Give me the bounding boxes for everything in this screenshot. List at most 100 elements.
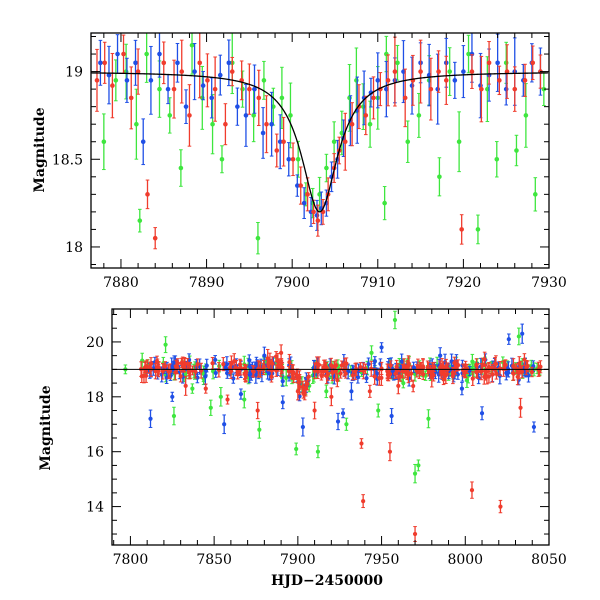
top-panel-red-point: [187, 113, 192, 118]
bottom-panel-blue-outlier: [195, 375, 200, 380]
bottom-panel-red-point: [401, 363, 407, 368]
bottom-panel-red-point: [269, 374, 274, 379]
bottom-panel-green-outlier: [315, 449, 321, 454]
top-panel-red-point: [197, 60, 203, 66]
bottom-panel-red-point: [178, 374, 183, 379]
bottom-panel-plot-area: [112, 310, 549, 542]
bottom-panel-blue-outlier: [506, 337, 511, 342]
bottom-panel-red-outlier: [265, 356, 270, 361]
top-panel-green-point: [360, 104, 366, 109]
top-panel-green-point: [437, 174, 442, 180]
top-panel-blue-point: [368, 90, 374, 95]
top-panel-green-point: [144, 51, 149, 57]
top-panel-red-point: [497, 78, 502, 83]
bottom-panel-red-point: [301, 390, 306, 395]
bottom-panel-blue-point: [526, 373, 531, 378]
bottom-panel-red-point: [182, 365, 187, 370]
top-panel-blue-point: [165, 86, 171, 92]
bottom-panel-green-point: [470, 359, 475, 364]
bottom-panel-blue-outlier: [349, 389, 354, 394]
top-panel-xtick-label: 7900: [274, 275, 310, 291]
bottom-panel-red-point: [343, 371, 348, 376]
top-panel-green-point: [416, 113, 422, 118]
top-panel-red-point: [135, 69, 141, 74]
bottom-panel-red-point: [480, 362, 485, 367]
bottom-panel-green-outlier: [208, 405, 213, 410]
bottom-panel-red-point: [358, 364, 363, 370]
bottom-panel-frame: [111, 308, 550, 546]
top-panel-red-point: [256, 95, 262, 101]
top-panel-green-point: [219, 156, 225, 162]
top-panel-blue-point: [98, 60, 103, 66]
bottom-panel-ytick-label: 20: [86, 335, 104, 351]
bottom-panel-blue-point: [280, 379, 285, 384]
bottom-panel-red-point: [228, 369, 234, 374]
bottom-panel-red-point: [369, 366, 374, 371]
bottom-panel-red-point: [522, 357, 527, 362]
top-panel-blue-point: [175, 60, 180, 66]
top-panel-red-point: [486, 60, 492, 66]
bottom-panel-red-outlier: [232, 359, 237, 364]
bottom-panel-blue-point: [355, 375, 360, 380]
bottom-panel-red-point: [387, 371, 393, 377]
bottom-panel-xtick-label: 7950: [364, 552, 400, 568]
top-panel-blue-point: [435, 86, 441, 92]
top-panel-blue-point: [252, 86, 257, 92]
top-panel-blue-point: [295, 183, 300, 188]
top-panel-red-point: [392, 69, 398, 74]
top-panel-red-point: [418, 69, 423, 74]
bottom-panel-xtick-label: 7800: [113, 552, 149, 568]
bottom-panel-red-point: [139, 374, 144, 379]
bottom-panel-red-point: [143, 373, 149, 378]
top-panel-green-point: [157, 86, 162, 92]
bottom-panel-xtick-label: 8000: [447, 552, 483, 568]
bottom-panel-red-point: [439, 364, 445, 369]
bottom-panel-blue-point: [411, 365, 416, 370]
top-panel-green-point: [367, 121, 373, 127]
top-panel-blue-point: [106, 72, 112, 78]
top-panel-blue-point: [183, 104, 189, 109]
bottom-panel-green-outlier: [369, 350, 374, 356]
top-panel-frame: [90, 32, 550, 269]
bottom-panel-red-point: [193, 369, 198, 374]
top-panel-green-point: [466, 51, 471, 57]
top-panel-red-point: [363, 113, 369, 118]
bottom-panel-blue-point: [247, 363, 252, 369]
top-panel-red-point: [274, 148, 280, 153]
bottom-panel-red-point: [238, 365, 243, 370]
top-panel-red-point: [530, 60, 536, 66]
bottom-panel-blue-outlier: [520, 331, 525, 336]
bottom-panel-red-point: [316, 362, 322, 367]
bottom-panel-red-point: [163, 364, 168, 369]
bottom-panel-red-outlier: [498, 504, 503, 509]
top-panel-xtick-label: 7890: [189, 275, 225, 291]
bottom-panel-blue-outlier: [170, 394, 175, 399]
top-panel-green-point: [382, 200, 387, 206]
top-panel-green-point: [279, 95, 285, 101]
top-panel-red-point: [247, 86, 252, 92]
top-panel-blue-point: [260, 130, 266, 136]
top-panel-green-point: [288, 113, 293, 118]
top-panel-red-point: [102, 60, 107, 66]
bottom-panel-blue-outlier: [280, 400, 285, 405]
bottom-panel-red-point: [287, 360, 292, 365]
bottom-panel-red-point: [330, 370, 335, 375]
top-panel-xtick-label: 7880: [103, 275, 139, 291]
bottom-panel-red-point: [333, 369, 338, 374]
top-panel-red-point: [171, 86, 177, 92]
bottom-panel-red-point: [187, 370, 192, 375]
top-panel-red-point: [428, 86, 434, 92]
bottom-panel-red-outlier: [225, 397, 230, 402]
top-panel-blue-point: [469, 51, 475, 57]
bottom-panel-red-point: [470, 376, 475, 381]
top-panel-green-point: [514, 148, 519, 153]
bottom-panel-red-point: [250, 368, 256, 374]
bottom-panel-blue-outlier: [479, 411, 485, 416]
bottom-panel-blue-point: [204, 363, 209, 368]
top-panel-red-point: [402, 95, 408, 101]
bottom-panel-blue-outlier: [238, 391, 244, 397]
bottom-panel-red-point: [529, 369, 534, 375]
top-panel-red-point: [479, 86, 484, 92]
bottom-panel-ytick-label: 18: [86, 390, 104, 406]
bottom-ylabel: Magnitude: [38, 385, 54, 470]
